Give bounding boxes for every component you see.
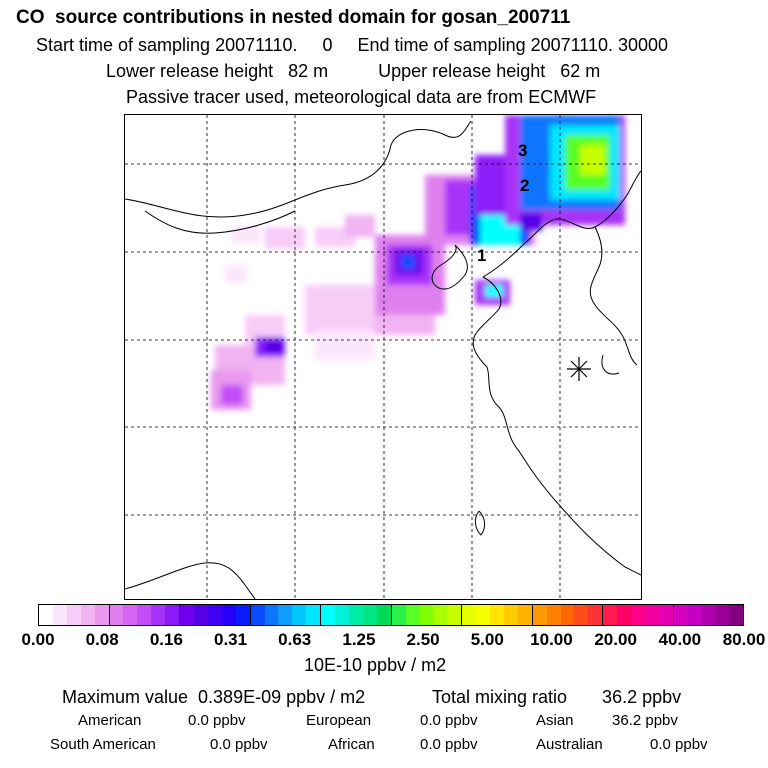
colorbar-tick-label: 80.00 [722,630,766,649]
colorbar-swatch [490,605,504,625]
colorbar-tick-label: 40.00 [658,630,702,649]
colorbar-swatch [729,605,744,625]
coastlines [125,120,641,599]
colorbar-swatch [644,605,659,625]
colorbar-tick-label: 5.00 [470,630,504,649]
colorbar-swatch [80,605,95,625]
colorbar-swatch [476,605,490,625]
region-value: 36.2 ppbv [612,712,678,729]
colorbar-swatch [94,605,110,625]
colorbar-swatch [462,605,477,625]
colorbar-swatch [123,605,138,625]
colorbar-swatch [264,605,279,625]
colorbar-swatch [180,605,194,625]
plot-title: CO source contributions in nested domain… [16,7,571,28]
colorbar-tick-label: 10.00 [530,630,573,649]
colorbar-swatch [151,605,166,625]
colorbar-swatch [250,605,265,625]
region-value: 0.0 ppbv [188,712,246,729]
region-value: 0.0 ppbv [650,736,708,753]
star-receptor-icon [567,357,591,381]
maximum-value: Maximum value 0.389E-09 ppbv / m2 [62,687,366,707]
colorbar-tick-label: 0.31 [213,630,248,649]
colorbar-tick-label: 1.25 [342,630,376,649]
colorbar-swatch [137,605,152,625]
map-panel: 1 2 3 [124,114,642,600]
colorbar-swatch [447,605,463,625]
colorbar-tick-label: 20.00 [594,630,637,649]
colorbar-swatch [362,605,377,625]
colorbar-swatch [503,605,518,625]
sampling-times: Start time of sampling 20071110. 0 End t… [36,35,669,55]
colorbar-swatch [207,605,222,625]
colorbar-swatch [193,605,208,625]
colorbar-swatch [321,605,336,625]
colorbar-units: 10E-10 ppbv / m2 [304,655,447,675]
colorbar-swatch [348,605,363,625]
region-name: African [328,736,375,753]
colorbar-swatch [631,605,645,625]
region-value: 0.0 ppbv [210,736,268,753]
region-name: Australian [536,736,603,753]
colorbar-swatch [433,605,448,625]
colorbar-swatch [52,605,67,625]
colorbar-swatch [292,605,307,625]
region-name: American [78,712,142,729]
colorbar-swatch [165,605,181,625]
colorbar-swatch [673,605,688,625]
region-name: Asian [536,712,574,729]
colorbar-swatch [278,605,293,625]
colorbar-swatch [306,605,322,625]
colorbar-swatch [109,605,124,625]
colorbar-swatch [391,605,406,625]
colorbar-swatch [532,605,547,625]
colorbar-swatch [701,605,716,625]
graticule [125,115,641,599]
marker-2: 2 [520,176,529,195]
colorbar-swatch [517,605,533,625]
region-name: South American [50,736,156,753]
colorbar-swatch [715,605,730,625]
colorbar-tick-label: 0.00 [21,630,55,649]
colorbar-tick-label: 2.50 [406,630,440,649]
colorbar-swatch [39,605,53,625]
total-mixing-ratio: Total mixing ratio 36.2 ppbv [432,687,682,707]
colorbar-swatch [221,605,236,625]
colorbar-swatch [687,605,702,625]
colorbar-tick-label: 0.63 [278,630,312,649]
colorbar-tick-label: 0.16 [149,630,183,649]
concentration-field [211,115,625,410]
colorbar-swatch [405,605,420,625]
colorbar-swatch [419,605,434,625]
colorbar-swatch [617,605,632,625]
colorbar-swatch [658,605,674,625]
region-name: European [306,712,372,729]
region-value: 0.0 ppbv [420,736,478,753]
colorbar-swatch [235,605,251,625]
colorbar-swatch [574,605,589,625]
release-heights: Lower release height 82 m Upper release … [106,61,601,81]
tracer-info: Passive tracer used, meteorological data… [126,87,597,107]
colorbar-tick-label: 0.08 [85,630,119,649]
colorbar-swatch [335,605,349,625]
colorbar-swatch [66,605,81,625]
colorbar-swatch [546,605,561,625]
colorbar [38,604,744,626]
colorbar-swatch [588,605,604,625]
region-value: 0.0 ppbv [420,712,478,729]
colorbar-swatch [560,605,575,625]
colorbar-swatch [376,605,392,625]
marker-3: 3 [518,141,527,160]
colorbar-swatch [603,605,618,625]
map-svg: 1 2 3 [125,115,641,599]
marker-1: 1 [477,246,486,265]
